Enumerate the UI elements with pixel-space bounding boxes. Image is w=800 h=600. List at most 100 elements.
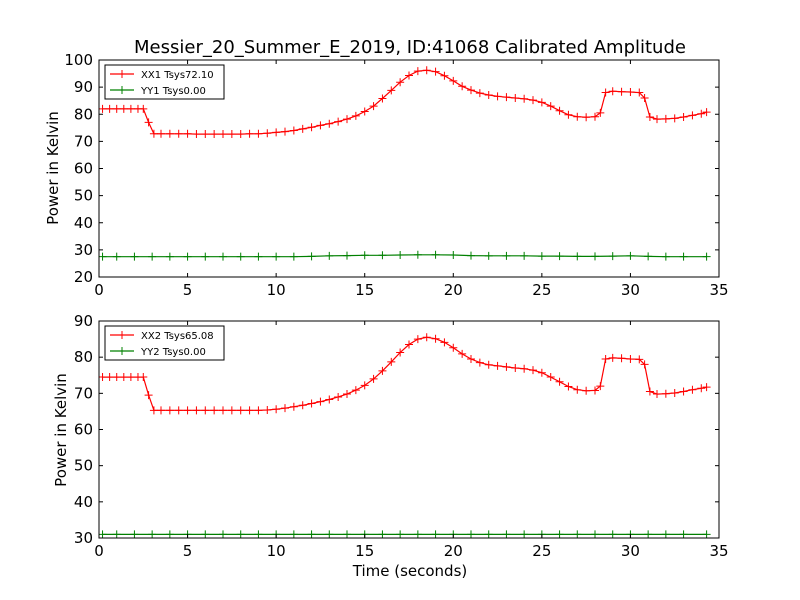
data-point [555, 252, 564, 261]
data-point [98, 252, 107, 261]
series-top-yy [98, 250, 711, 261]
x-tick-label: 30 [621, 281, 640, 299]
data-point [405, 71, 413, 80]
data-point [236, 406, 245, 415]
data-point [591, 252, 599, 261]
data-point [192, 406, 201, 415]
data-point [458, 349, 467, 358]
data-point [387, 86, 396, 95]
data-point [608, 530, 617, 539]
data-point [546, 373, 555, 382]
series-bottom-xx [98, 333, 711, 415]
data-point [582, 113, 591, 122]
data-point [105, 373, 114, 382]
data-point [573, 252, 582, 261]
legend-entry-xx2: XX2 Tsys65.08 [110, 331, 214, 342]
data-point [343, 251, 351, 260]
data-point [511, 93, 520, 102]
data-point [702, 383, 711, 392]
data-point [640, 360, 649, 369]
data-point [281, 127, 289, 136]
data-point [149, 406, 158, 415]
x-tick-label: 15 [355, 542, 374, 560]
legend-label-yy1: YY1 Tsys0.00 [140, 86, 206, 97]
x-tick-label: 35 [709, 542, 728, 560]
data-point [502, 93, 511, 102]
x-axis-label-bottom: Time (seconds) [352, 562, 468, 580]
data-point [343, 530, 351, 539]
data-point [635, 355, 644, 364]
data-point [325, 530, 334, 539]
y-tick-label: 30 [74, 529, 93, 547]
x-tick-label: 25 [532, 542, 551, 560]
x-tick-label: 10 [267, 542, 286, 560]
data-point [702, 108, 711, 117]
data-point [596, 108, 605, 117]
data-point [227, 130, 236, 139]
subplot-bottom: 0 5 10 15 20 25 30 35 30 40 50 60 70 80 90 Power in K… [52, 312, 729, 580]
data-point [236, 530, 245, 539]
data-point [396, 78, 405, 87]
data-point [236, 252, 245, 261]
data-point [591, 530, 599, 539]
data-point [126, 373, 135, 382]
data-point [307, 252, 316, 261]
data-point [493, 361, 502, 370]
data-point [475, 89, 484, 98]
data-point [617, 354, 626, 363]
data-point [679, 252, 688, 261]
x-ticks-bottom: 0 5 10 15 20 25 30 35 [94, 321, 729, 560]
data-point [467, 354, 475, 363]
data-point [254, 129, 263, 138]
y-tick-label: 70 [74, 132, 93, 150]
data-point [316, 397, 325, 406]
data-point [201, 130, 210, 139]
data-point [431, 334, 440, 343]
data-point [369, 374, 378, 383]
y-tick-label: 40 [74, 214, 93, 232]
data-point [555, 106, 564, 115]
data-point [564, 110, 573, 119]
data-point [183, 252, 192, 261]
data-point [644, 252, 653, 261]
data-point [697, 109, 706, 118]
data-point [520, 364, 529, 373]
data-point [139, 373, 148, 382]
data-point [440, 338, 449, 347]
x-ticks-top: 0 5 10 15 20 25 30 35 [94, 60, 729, 299]
data-point [537, 98, 546, 107]
data-point [573, 385, 582, 394]
x-tick-label: 5 [183, 281, 193, 299]
data-point [573, 112, 582, 121]
series-layer-bottom [98, 333, 711, 539]
data-point [119, 373, 128, 382]
data-point [413, 250, 422, 259]
y-tick-label: 60 [74, 160, 93, 178]
data-point [608, 87, 617, 96]
legend-entry-xx1: XX1 Tsys72.10 [110, 70, 214, 81]
data-point [413, 530, 422, 539]
data-point [130, 530, 139, 539]
y-tick-label: 50 [74, 187, 93, 205]
data-point [484, 360, 493, 369]
data-point [493, 92, 502, 101]
data-point [502, 362, 511, 371]
data-point [688, 111, 697, 120]
data-point [112, 530, 121, 539]
y-ticks-top: 20 30 40 50 60 70 80 90 100 [64, 51, 719, 286]
data-point [130, 252, 139, 261]
data-point [219, 252, 227, 261]
data-point [431, 67, 440, 76]
x-tick-label: 20 [444, 542, 463, 560]
data-point [596, 382, 605, 391]
data-point [422, 66, 431, 75]
data-point [307, 530, 316, 539]
data-point [272, 128, 281, 137]
data-point [236, 130, 245, 139]
data-point [546, 102, 555, 111]
data-point [635, 88, 644, 97]
data-point [98, 530, 107, 539]
data-point [112, 373, 121, 382]
data-point [174, 129, 183, 138]
legend-entry-yy2: YY2 Tsys0.00 [110, 347, 206, 358]
